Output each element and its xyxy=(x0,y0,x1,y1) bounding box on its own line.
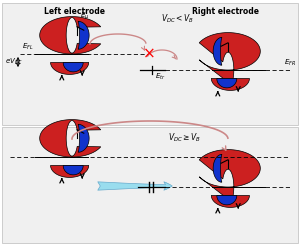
Text: Right electrode: Right electrode xyxy=(191,7,259,16)
Text: $V_{DC}\geq V_B$: $V_{DC}\geq V_B$ xyxy=(168,131,202,144)
Text: $E_{\mu}$: $E_{\mu}$ xyxy=(80,11,89,22)
Text: $E_{FL}$: $E_{FL}$ xyxy=(22,42,34,52)
Polygon shape xyxy=(40,120,101,157)
Polygon shape xyxy=(211,78,249,90)
Text: $E_{tr}$: $E_{tr}$ xyxy=(155,72,166,82)
Polygon shape xyxy=(213,154,222,182)
Text: $eV_{DC}$: $eV_{DC}$ xyxy=(5,57,23,67)
Polygon shape xyxy=(78,22,89,49)
Polygon shape xyxy=(199,150,260,205)
Bar xyxy=(2,3,298,125)
Bar xyxy=(2,127,298,243)
Text: Left electrode: Left electrode xyxy=(44,7,106,16)
Polygon shape xyxy=(78,124,89,152)
Text: $E_{FR}$: $E_{FR}$ xyxy=(284,58,296,68)
Polygon shape xyxy=(51,62,89,74)
Polygon shape xyxy=(63,166,83,175)
Text: $V_{DC}<V_B$: $V_{DC}<V_B$ xyxy=(161,13,195,25)
Polygon shape xyxy=(199,33,260,88)
Polygon shape xyxy=(217,78,237,88)
Polygon shape xyxy=(217,196,237,205)
Text: $\times$: $\times$ xyxy=(142,46,154,61)
Polygon shape xyxy=(51,166,89,177)
Polygon shape xyxy=(211,196,249,208)
Polygon shape xyxy=(63,62,83,72)
Polygon shape xyxy=(40,17,101,54)
Polygon shape xyxy=(213,37,222,65)
